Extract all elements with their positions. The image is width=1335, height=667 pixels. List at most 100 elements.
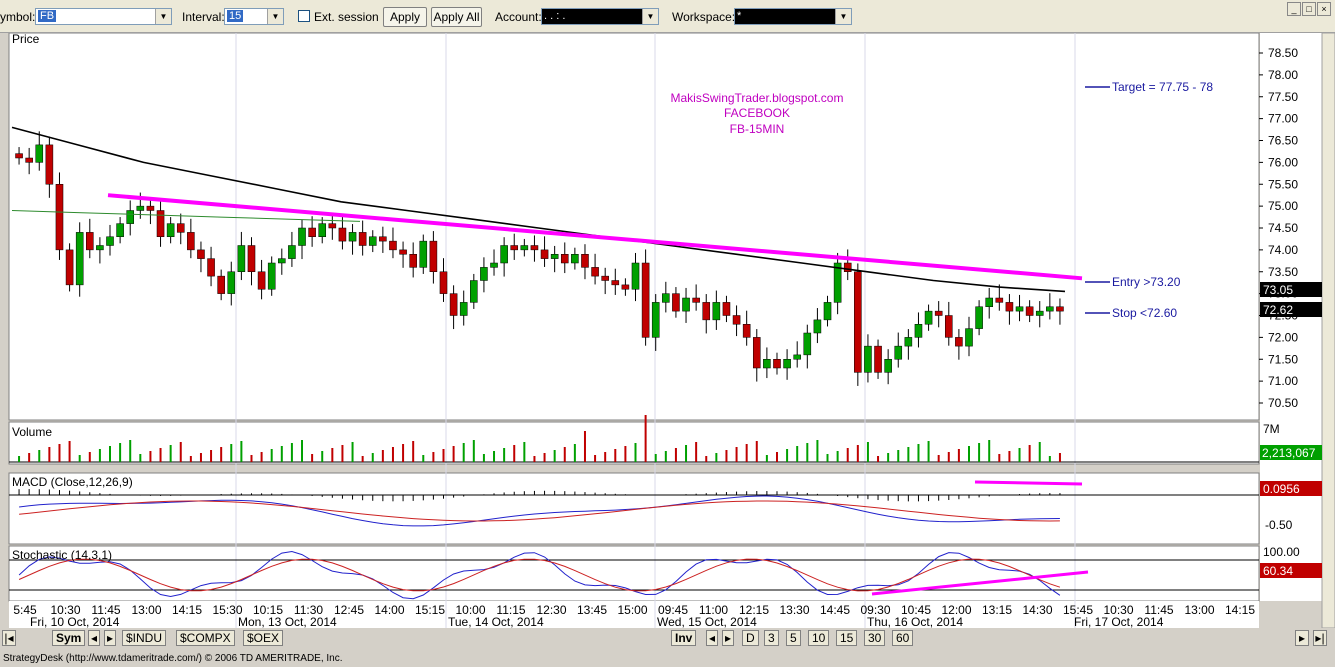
ext-session-checkbox[interactable] — [298, 10, 310, 22]
candle-body — [1015, 306, 1024, 312]
date-tick-label: Fri, 17 Oct, 2014 — [1074, 615, 1164, 628]
candle-body — [985, 297, 993, 307]
candle-body — [965, 328, 973, 347]
tab-sym[interactable]: Sym — [52, 630, 86, 646]
volume-value-marker — [1260, 445, 1322, 460]
apply-button[interactable]: Apply — [383, 7, 427, 27]
tab-indu[interactable]: $INDU — [122, 630, 167, 646]
candle-body — [641, 262, 650, 338]
account-combo[interactable]: . . : . ▼ — [541, 8, 659, 25]
time-tick-label: 11:15 — [496, 603, 525, 617]
candle-body — [914, 324, 923, 338]
date-tick-label: Fri, 10 Oct, 2014 — [30, 615, 120, 628]
interval-combo[interactable]: 15 ▼ — [224, 8, 284, 25]
time-tick-label: 10:30 — [1103, 603, 1133, 617]
candle-body — [530, 245, 539, 251]
candle-body — [439, 271, 448, 294]
price-tick-label: 74.50 — [1268, 221, 1298, 235]
tab-compx[interactable]: $COMPX — [176, 630, 235, 646]
time-axis — [9, 601, 1259, 628]
trendlines — [107, 193, 1083, 281]
vertical-scrollbar[interactable] — [1321, 32, 1335, 629]
chevron-down-icon[interactable]: ▼ — [835, 9, 851, 24]
tab-oex[interactable]: $OEX — [243, 630, 284, 646]
candle-body — [267, 262, 276, 290]
time-tick-label: 13:00 — [131, 603, 161, 617]
candle-body — [328, 223, 337, 229]
candle-body — [449, 293, 458, 316]
workspace-value: * — [737, 10, 742, 22]
time-tick-label: 14:15 — [1225, 603, 1255, 617]
symbol-value: FB — [38, 10, 57, 22]
price-panel — [8, 32, 1260, 421]
toolbar: ymbol: FB ▼ Interval: 15 ▼ Ext. session … — [0, 0, 1335, 33]
first-icon[interactable]: |◂ — [2, 630, 16, 646]
candle-body — [823, 302, 832, 321]
ma-value-text: 73.05 — [1263, 283, 1293, 297]
candle-body — [732, 315, 741, 325]
candle-body — [247, 245, 256, 272]
candle-body — [308, 227, 316, 237]
candle-body — [702, 302, 711, 321]
stop-annotation: Stop <72.60 — [1112, 306, 1177, 320]
prev-icon[interactable]: ◂ — [706, 630, 718, 646]
time-tick-label: 14:00 — [374, 603, 404, 617]
tab-interval-30[interactable]: 30 — [864, 630, 886, 646]
workspace-label: Workspace: — [672, 10, 736, 24]
candle-body — [116, 223, 124, 237]
candle-body — [1056, 306, 1064, 312]
volume-scale-label: 7M — [1263, 422, 1280, 436]
time-tick-label: 11:00 — [699, 603, 728, 617]
tab-interval-5[interactable]: 5 — [786, 630, 801, 646]
tab-inv[interactable]: Inv — [671, 630, 697, 646]
time-axis-labels: 5:45 10:30 11:45 13:00 14:15 15:30 10:15 11:30 1… — [13, 603, 1255, 629]
workspace-combo[interactable]: * ▼ — [734, 8, 852, 25]
price-tick-label: 78.50 — [1268, 46, 1298, 60]
time-tick-label: 14:30 — [1022, 603, 1052, 617]
tab-interval-10[interactable]: 10 — [808, 630, 830, 646]
candle-body — [803, 332, 812, 356]
blog-annotation: MakisSwingTrader.blogspot.com — [671, 91, 844, 105]
close-icon[interactable]: × — [1317, 2, 1331, 16]
tab-interval-d[interactable]: D — [742, 630, 759, 646]
account-label: Account: — [495, 10, 542, 24]
bottom-tab-bar: |◂ Sym ◂ ▸ $INDU $COMPX $OEX Inv ◂ ▸ D 3… — [0, 628, 1335, 650]
candle-body — [278, 258, 286, 264]
tab-interval-60[interactable]: 60 — [892, 630, 914, 646]
stochastic-d-line — [18, 558, 1061, 592]
candle-body — [621, 284, 630, 290]
tab-interval-15[interactable]: 15 — [836, 630, 858, 646]
prev-icon[interactable]: ◂ — [88, 630, 100, 646]
time-tick-label: 10:45 — [901, 603, 931, 617]
candle-body — [429, 240, 438, 272]
candle-body — [55, 184, 64, 251]
time-tick-label: 5:45 — [13, 603, 37, 617]
price-tick-label: 72.00 — [1268, 330, 1298, 344]
next-icon[interactable]: ▸ — [722, 630, 734, 646]
candle-body — [1025, 306, 1034, 316]
maximize-icon[interactable]: □ — [1302, 2, 1316, 16]
apply-all-button[interactable]: Apply All — [431, 7, 482, 27]
candle-body — [924, 310, 933, 325]
day-separators — [235, 33, 1076, 628]
chevron-down-icon[interactable]: ▼ — [642, 9, 658, 24]
time-tick-label: 10:30 — [50, 603, 80, 617]
time-tick-label: 09:45 — [658, 603, 688, 617]
next-icon[interactable]: ▸ — [104, 630, 116, 646]
candle-body — [368, 236, 377, 246]
candle-body — [379, 236, 387, 242]
minimize-icon[interactable]: _ — [1287, 2, 1301, 16]
scroll-right-icon[interactable]: ▸ — [1295, 630, 1309, 646]
chevron-down-icon[interactable]: ▼ — [155, 9, 171, 24]
account-value: . . : . — [544, 10, 566, 22]
last-icon[interactable]: ▸| — [1313, 630, 1327, 646]
chevron-down-icon[interactable]: ▼ — [267, 9, 283, 24]
candle-body — [348, 232, 357, 242]
tab-interval-3[interactable]: 3 — [764, 630, 779, 646]
candle-body — [126, 210, 135, 224]
symbol-combo[interactable]: FB ▼ — [35, 8, 172, 25]
candle-body — [176, 223, 185, 233]
time-tick-label: 14:15 — [172, 603, 202, 617]
interval-value: 15 — [227, 10, 244, 22]
candle-body — [490, 262, 498, 268]
